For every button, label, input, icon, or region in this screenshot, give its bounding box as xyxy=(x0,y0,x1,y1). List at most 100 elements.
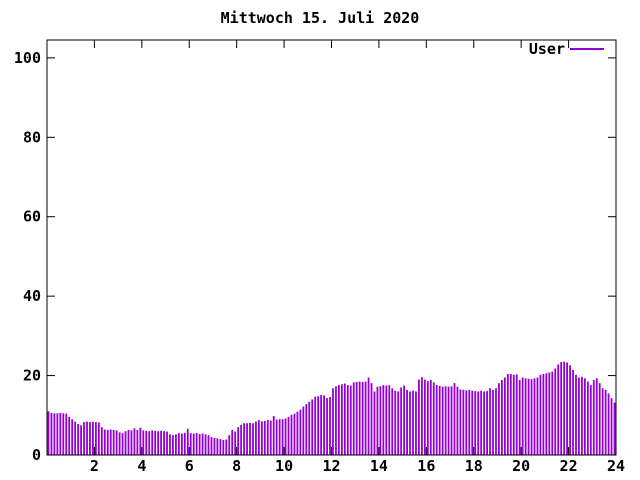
data-bar xyxy=(578,377,580,455)
data-bar xyxy=(296,411,299,455)
data-bar xyxy=(364,381,367,455)
data-bar xyxy=(121,433,124,455)
data-bar xyxy=(133,428,136,455)
data-bar xyxy=(335,386,337,455)
data-bar xyxy=(604,389,607,455)
data-bar xyxy=(136,429,139,455)
data-bar xyxy=(234,431,237,455)
data-bar xyxy=(216,438,219,455)
data-bar xyxy=(349,385,352,455)
data-bar xyxy=(459,389,462,455)
data-bar xyxy=(545,373,548,455)
data-bar xyxy=(581,376,583,455)
data-bar xyxy=(572,370,574,455)
data-bar xyxy=(320,395,323,455)
data-bar xyxy=(557,364,560,455)
data-bar xyxy=(518,379,521,455)
data-bar xyxy=(358,381,361,455)
data-bar xyxy=(269,420,272,455)
data-bar xyxy=(548,372,551,455)
x-tick-label: 24 xyxy=(607,457,625,475)
data-bar xyxy=(352,382,355,455)
data-bar xyxy=(385,385,388,455)
data-bar xyxy=(148,431,151,455)
data-bar xyxy=(566,362,568,455)
data-bar xyxy=(376,386,379,455)
x-tick-label: 16 xyxy=(417,457,435,475)
data-bar xyxy=(338,385,340,455)
data-bar xyxy=(207,435,210,455)
x-tick-label: 10 xyxy=(275,457,293,475)
data-bar xyxy=(317,396,320,455)
data-bar xyxy=(204,434,207,455)
legend-label: User xyxy=(529,40,565,58)
data-bar xyxy=(243,423,245,455)
data-bar xyxy=(260,421,263,455)
data-bar xyxy=(400,387,403,455)
data-bar xyxy=(56,413,59,455)
data-bar xyxy=(515,374,518,455)
data-bar xyxy=(210,437,213,455)
data-bar xyxy=(412,390,414,455)
data-bar xyxy=(160,430,162,455)
data-bar xyxy=(180,433,183,455)
data-bar xyxy=(536,377,539,455)
data-bar xyxy=(68,416,71,455)
data-bar xyxy=(438,385,441,455)
data-bar xyxy=(130,430,133,455)
data-bar xyxy=(198,433,201,455)
data-bar xyxy=(77,424,80,455)
data-bar xyxy=(326,398,328,455)
x-tick-label: 20 xyxy=(512,457,530,475)
data-bar xyxy=(59,412,62,455)
data-bar xyxy=(456,386,459,455)
data-bar xyxy=(86,421,88,455)
data-bar xyxy=(610,398,613,455)
data-bar xyxy=(370,383,373,455)
data-bar xyxy=(50,412,53,455)
y-tick-label: 40 xyxy=(23,287,41,305)
y-tick-label: 100 xyxy=(14,49,41,67)
data-bar xyxy=(231,429,234,455)
data-bar xyxy=(426,381,429,455)
data-bar xyxy=(302,406,305,455)
data-bar xyxy=(106,429,109,455)
data-bar xyxy=(266,420,269,455)
data-bar xyxy=(429,379,432,455)
data-bar xyxy=(361,381,364,455)
data-bar xyxy=(284,418,287,455)
data-bar xyxy=(213,437,216,455)
data-bar xyxy=(367,377,370,455)
data-bar xyxy=(489,388,491,455)
data-bar xyxy=(340,384,343,455)
x-tick-label: 12 xyxy=(322,457,340,475)
data-bar xyxy=(287,416,290,455)
data-bar xyxy=(257,420,260,455)
data-bar xyxy=(501,379,503,455)
data-bar xyxy=(586,381,589,455)
data-bar xyxy=(423,379,426,455)
data-bar xyxy=(471,390,474,455)
data-bar xyxy=(373,391,376,455)
data-bar xyxy=(278,419,281,455)
data-bar xyxy=(219,439,222,455)
data-bar xyxy=(47,411,50,455)
data-bar xyxy=(225,439,228,455)
data-bar xyxy=(115,430,118,455)
data-bar xyxy=(589,385,592,455)
data-bar xyxy=(151,430,154,455)
data-bar xyxy=(246,423,248,455)
data-bar xyxy=(453,383,456,455)
data-bar xyxy=(539,374,542,455)
data-bar xyxy=(103,429,106,455)
data-bar xyxy=(281,419,284,455)
data-bar xyxy=(575,374,577,455)
data-bar xyxy=(598,383,601,455)
data-bar xyxy=(346,385,349,455)
data-bar xyxy=(554,368,557,455)
data-bar xyxy=(441,386,444,455)
data-bar xyxy=(394,390,397,455)
data-bar xyxy=(613,402,616,455)
data-bar xyxy=(65,413,68,455)
